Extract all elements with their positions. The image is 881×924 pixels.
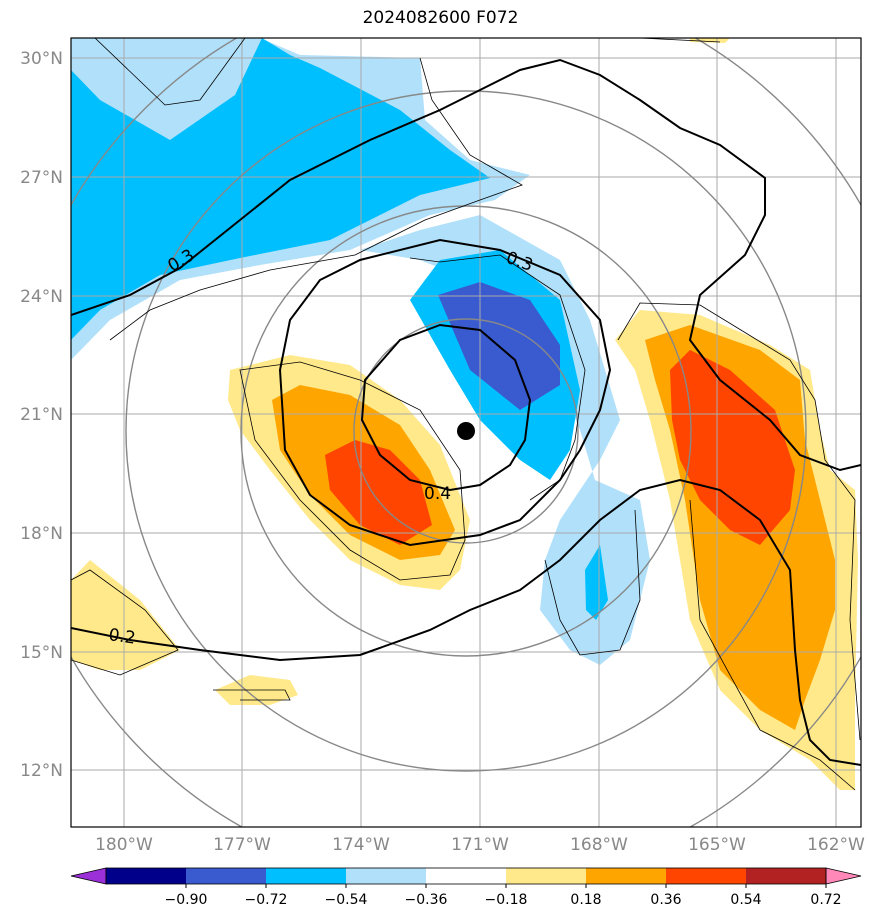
lon-label: 168°W <box>570 835 628 855</box>
lon-label: 165°W <box>688 835 746 855</box>
contour-label: 0.2 <box>107 625 137 649</box>
lon-label: 171°W <box>451 835 509 855</box>
contour-label: 0.4 <box>424 484 451 504</box>
colorbar-segment <box>666 868 747 884</box>
colorbar-segment <box>506 868 587 884</box>
map-area <box>71 38 861 827</box>
colorbar-tick-label: −0.54 <box>325 892 368 908</box>
longitude-labels: 180°W 177°W 174°W 171°W 168°W 165°W 162°… <box>95 835 865 855</box>
lat-label: 30°N <box>20 49 63 69</box>
colorbar-tick-label: −0.72 <box>245 892 288 908</box>
lat-label: 27°N <box>20 168 63 188</box>
map-title: 2024082600 F072 <box>362 8 519 28</box>
lon-label: 162°W <box>807 835 865 855</box>
lat-label: 15°N <box>20 643 63 663</box>
lat-label: 21°N <box>20 405 63 425</box>
colorbar-tick-label: 0.72 <box>810 892 841 908</box>
colorbar-segment <box>186 868 267 884</box>
negative-shading <box>71 38 650 665</box>
colorbar-extend-low <box>70 867 107 885</box>
colorbar-segment <box>346 868 427 884</box>
colorbar-segment <box>106 868 187 884</box>
colorbar: −0.90 −0.72 −0.54 −0.36 −0.18 0.18 0.36 0.54 0.7… <box>70 867 862 908</box>
colorbar-tick-label: −0.18 <box>485 892 528 908</box>
colorbar-tick-label: 0.36 <box>650 892 681 908</box>
colorbar-segment <box>746 868 827 884</box>
graticule <box>71 38 861 827</box>
colorbar-frame <box>105 867 827 885</box>
thick-contours <box>71 58 861 766</box>
colorbar-segment <box>586 868 667 884</box>
storm-center-dot <box>457 422 475 440</box>
lon-label: 174°W <box>332 835 390 855</box>
lon-label: 180°W <box>95 835 153 855</box>
lat-label: 18°N <box>20 524 63 544</box>
thin-contours <box>71 38 861 791</box>
colorbar-extend-high <box>825 867 862 885</box>
lon-label: 177°W <box>213 835 271 855</box>
lat-label: 12°N <box>20 761 63 781</box>
latitude-labels: 30°N 27°N 24°N 21°N 18°N 15°N 12°N <box>20 49 63 781</box>
colorbar-tick-label: −0.90 <box>165 892 208 908</box>
colorbar-tick-label: 0.18 <box>570 892 601 908</box>
lat-label: 24°N <box>20 287 63 307</box>
colorbar-segment <box>266 868 347 884</box>
colorbar-tick-label: −0.36 <box>405 892 448 908</box>
colorbar-tick-label: 0.54 <box>730 892 761 908</box>
map-frame <box>70 37 862 828</box>
colorbar-segment <box>426 868 507 884</box>
range-rings <box>71 38 861 827</box>
